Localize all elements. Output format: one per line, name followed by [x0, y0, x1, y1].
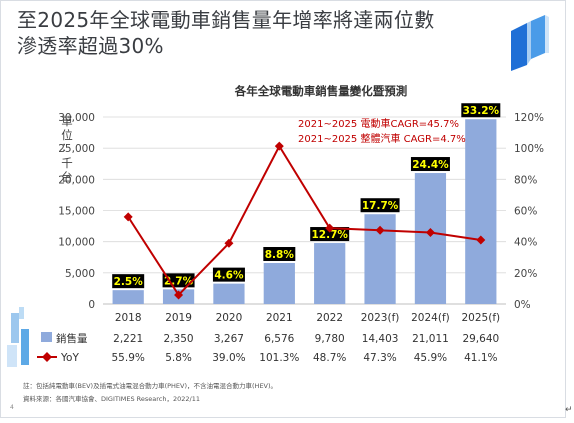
right-tick-label: 20% — [514, 268, 537, 280]
left-tick-label: 5,000 — [65, 268, 95, 280]
left-tick-label: 20,000 — [58, 174, 95, 186]
right-tick-label: 40% — [514, 237, 537, 249]
right-tick-label: 0% — [514, 299, 531, 311]
yoy-point — [224, 238, 234, 248]
penetration-label: 33.2% — [463, 105, 500, 117]
left-tick-label: 10,000 — [58, 237, 95, 249]
yoy-cell: 47.3% — [363, 352, 396, 364]
yoy-cell: 45.9% — [414, 352, 447, 364]
headline-line-2: 滲透率超過30% — [17, 34, 164, 58]
legend-sales-swatch — [41, 332, 52, 342]
x-axis: 2018 2019 2020 2021 2022 2023(f) 2024(f) 2025(f… — [115, 312, 500, 324]
left-tick-label: 15,000 — [58, 206, 95, 218]
yoy-cell: 55.9% — [112, 352, 145, 364]
chart-title: 各年全球電動車銷售量變化暨預測 — [234, 84, 408, 98]
yoy-point — [425, 227, 435, 237]
yoy-point — [325, 223, 335, 233]
sales-cell: 6,576 — [264, 333, 294, 345]
corner-decoration — [7, 307, 29, 367]
sales-bar — [112, 290, 144, 304]
right-tick-label: 80% — [514, 174, 537, 186]
yoy-line-series — [123, 141, 486, 300]
penetration-label-bg — [410, 157, 450, 172]
bar-series — [112, 119, 497, 304]
annotation-car-cagr: 2021~2025 整體汽車 CAGR=4.7% — [298, 132, 466, 145]
penetration-label: 17.7% — [362, 200, 399, 212]
yoy-point — [174, 290, 184, 300]
footnote-note: 註：包括純電動車(BEV)及插電式油電混合動力車(PHEV)，不含油電混合動力車… — [23, 382, 278, 390]
legend-yoy-label: YoY — [60, 352, 79, 364]
sales-cell: 21,011 — [412, 333, 449, 345]
y-axis-label-char: 位 — [61, 128, 73, 142]
legend-sales-label: 銷售量 — [56, 332, 88, 345]
penetration-label: 4.6% — [214, 270, 244, 282]
headline: 至2025年全球電動車銷售量年增率將達兩位數 滲透率超過30% — [17, 7, 487, 59]
left-tick-label: 0 — [88, 299, 95, 311]
x-tick-label: 2024(f) — [411, 312, 450, 324]
annotation-ev-cagr: 2021~2025 電動車CAGR=45.7% — [298, 117, 459, 130]
y-axis-label-char: 單 — [61, 114, 73, 128]
y-axis-label-char: 千 — [61, 156, 73, 170]
yoy-line — [127, 144, 481, 297]
penetration-label: 12.7% — [311, 229, 348, 241]
right-axis: 0% 20% 40% 60% 80% 100% 120% — [514, 112, 544, 311]
sales-cell: 2,350 — [164, 333, 194, 345]
sales-bar — [213, 283, 245, 304]
sales-cell: 14,403 — [362, 333, 399, 345]
x-tick-label: 2023(f) — [361, 312, 400, 324]
legend-yoy-marker — [42, 352, 52, 362]
yoy-cell: 5.8% — [165, 352, 192, 364]
left-tick-label: 30,000 — [58, 112, 95, 124]
sales-bar — [263, 263, 295, 304]
penetration-label: 24.4% — [412, 159, 449, 171]
yoy-cell: 101.3% — [259, 352, 299, 364]
x-tick-label: 2018 — [115, 312, 142, 324]
sales-bar — [414, 173, 447, 304]
right-tick-label: 100% — [514, 143, 544, 155]
yoy-point — [476, 235, 486, 245]
sales-cell: 29,640 — [462, 333, 499, 345]
penetration-label-bg — [360, 198, 400, 213]
penetration-label-bg — [461, 103, 501, 118]
sales-cell: 9,780 — [315, 333, 345, 345]
right-tick-label: 120% — [514, 112, 544, 124]
yoy-point — [274, 141, 284, 151]
y-axis-label-char: 台 — [61, 170, 73, 184]
logo-graphic — [511, 15, 549, 71]
headline-line-1: 至2025年全球電動車銷售量年增率將達兩位數 — [17, 8, 435, 32]
left-tick-label: 25,000 — [58, 143, 95, 155]
x-tick-label: 2019 — [165, 312, 192, 324]
x-tick-label: 2022 — [316, 312, 343, 324]
slide: 至2025年全球電動車銷售量年增率將達兩位數 滲透率超過30% 各年全球電動車銷… — [0, 0, 566, 418]
right-tick-label: 60% — [514, 206, 537, 218]
sales-bar — [314, 243, 346, 304]
yoy-cell: 39.0% — [212, 352, 245, 364]
penetration-label-bg — [263, 247, 296, 262]
sales-cell: 3,267 — [214, 333, 244, 345]
sales-cell: 2,221 — [113, 333, 143, 345]
yoy-point — [375, 225, 385, 235]
penetration-label: 2.5% — [114, 276, 144, 288]
return-mark: ↵ — [565, 405, 573, 415]
yoy-cell: 48.7% — [313, 352, 346, 364]
bar-labels: 2.5% 2.7% 4.6% 8.8% 12.7% 17.7% 24.4% 33.2% — [112, 103, 501, 289]
x-tick-label: 2021 — [266, 312, 293, 324]
sales-bar — [465, 119, 497, 304]
penetration-label: 2.7% — [164, 275, 194, 287]
penetration-label: 8.8% — [265, 249, 295, 261]
y-axis-label-char: ： — [61, 140, 73, 154]
footnote-source: 資料來源：各國汽車協會、DIGITIMES Research，2022/11 — [23, 395, 200, 403]
yoy-point — [123, 212, 133, 222]
penetration-label-bg — [310, 227, 350, 242]
page-number: 4 — [10, 404, 14, 411]
yoy-cell: 41.1% — [464, 352, 497, 364]
penetration-label-bg — [212, 267, 245, 282]
penetration-label-bg — [112, 274, 145, 289]
ev-sales-chart: 各年全球電動車銷售量變化暨預測 0 5,000 10,000 15,000 20,000… — [37, 84, 544, 364]
x-tick-label: 2020 — [216, 312, 243, 324]
data-table: 銷售量 YoY 2,221 2,350 3,267 6,576 9,780 14,403 21,… — [37, 332, 499, 364]
x-tick-label: 2025(f) — [462, 312, 501, 324]
